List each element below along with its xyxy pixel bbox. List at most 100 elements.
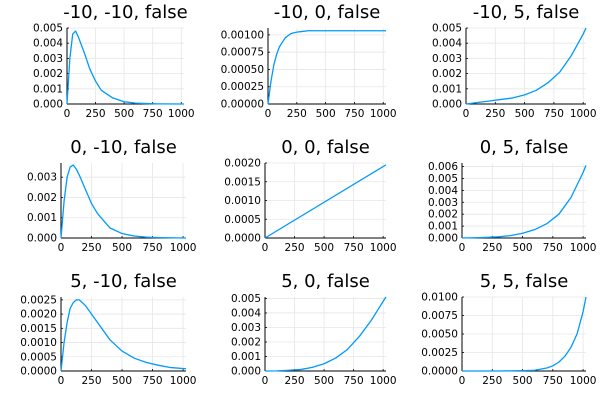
x-tick-label: 500 — [314, 375, 334, 387]
y-tick-label: 0.004 — [432, 38, 462, 50]
subplot-8: 0 250 500 750 1000 0.000 0.001 0.002 0.003 0.004 0… — [231, 271, 397, 387]
x-tick-label: 1000 — [570, 108, 597, 120]
series-line — [267, 30, 386, 105]
subplot-7: 0 250 500 750 1000 0.0000 0.0005 0.0010 0.0015 0.… — [20, 271, 196, 387]
x-tick-label: 0 — [459, 242, 466, 254]
x-tick-label: 0 — [262, 375, 269, 387]
x-tick-label: 750 — [344, 108, 364, 120]
y-tick-label: 0.001 — [27, 212, 57, 224]
x-tick-label: 250 — [86, 108, 106, 120]
x-tick-label: 250 — [287, 108, 307, 120]
y-tick-label: 0.001 — [428, 221, 458, 233]
x-tick-label: 750 — [543, 375, 563, 387]
subplot-title: -10, 0, false — [274, 2, 381, 23]
subplot-title: 5, -10, false — [70, 271, 177, 292]
x-tick-label: 0 — [463, 108, 470, 120]
subplot-6: 0 250 500 750 10000.0000.0010.0020.0030.0040… — [428, 137, 597, 254]
subplot-title: 0, 0, false — [281, 137, 370, 158]
series-line — [66, 30, 185, 105]
y-tick-label: 0.003 — [231, 322, 261, 334]
y-tick-label: 0.0015 — [224, 176, 261, 188]
y-tick-label: 0.0075 — [421, 310, 458, 322]
subplot-title: 0, -10, false — [70, 137, 177, 158]
y-tick-label: 0.003 — [27, 172, 57, 184]
x-tick-label: 500 — [112, 375, 132, 387]
x-tick-label: 0 — [58, 242, 65, 254]
x-tick-label: 250 — [482, 242, 502, 254]
x-tick-label: 250 — [485, 108, 505, 120]
series-line — [264, 164, 387, 239]
y-tick-label: 0.000 — [231, 366, 261, 378]
y-tick-label: 0.003 — [33, 53, 63, 65]
x-tick-label: 250 — [482, 375, 502, 387]
x-tick-label: 1000 — [370, 375, 397, 387]
y-tick-label: 0.002 — [27, 192, 57, 204]
y-tick-label: 0.006 — [428, 161, 458, 173]
x-tick-label: 1000 — [168, 108, 195, 120]
y-tick-label: 0.0010 — [224, 195, 261, 207]
y-tick-label: 0.004 — [33, 38, 63, 50]
x-tick-label: 250 — [81, 375, 101, 387]
subplot-title: 5, 0, false — [281, 271, 370, 292]
y-tick-label: 0.002 — [231, 336, 261, 348]
y-tick-label: 0.002 — [428, 209, 458, 221]
y-tick-label: 0.0020 — [20, 309, 57, 321]
y-tick-label: 0.000 — [33, 99, 63, 111]
y-tick-label: 0.0025 — [421, 347, 458, 359]
y-tick-label: 0.0005 — [224, 214, 261, 226]
y-tick-label: 0.0000 — [20, 366, 57, 378]
x-tick-label: 750 — [344, 242, 364, 254]
x-tick-label: 750 — [143, 108, 163, 120]
y-tick-label: 0.000 — [432, 99, 462, 111]
y-tick-label: 0.0025 — [20, 294, 57, 306]
y-tick-label: 0.0010 — [20, 337, 57, 349]
x-tick-label: 0 — [262, 242, 269, 254]
x-tick-label: 750 — [143, 242, 163, 254]
x-tick-label: 1000 — [170, 242, 197, 254]
subplot-title: -10, 5, false — [473, 2, 580, 23]
series-line — [462, 296, 587, 372]
x-tick-label: 1000 — [370, 108, 397, 120]
subplot-title: 0, 5, false — [480, 137, 569, 158]
y-tick-label: 0.001 — [231, 351, 261, 363]
y-tick-label: 0.00000 — [221, 99, 264, 111]
x-tick-label: 500 — [513, 375, 533, 387]
y-tick-label: 0.0015 — [20, 323, 57, 335]
series-line — [465, 27, 587, 105]
x-tick-label: 500 — [314, 242, 334, 254]
y-tick-label: 0.002 — [432, 68, 462, 80]
x-tick-label: 0 — [58, 375, 65, 387]
x-tick-label: 750 — [543, 242, 563, 254]
y-tick-label: 0.003 — [428, 197, 458, 209]
y-tick-label: 0.005 — [231, 293, 261, 305]
y-tick-label: 0.000 — [27, 233, 57, 245]
y-tick-label: 0.0000 — [421, 366, 458, 378]
x-tick-label: 0 — [265, 108, 272, 120]
y-tick-label: 0.001 — [432, 83, 462, 95]
x-tick-label: 500 — [112, 242, 132, 254]
y-tick-label: 0.001 — [33, 83, 63, 95]
y-tick-label: 0.000 — [428, 233, 458, 245]
x-tick-label: 500 — [513, 242, 533, 254]
y-tick-label: 0.005 — [33, 23, 63, 35]
y-tick-label: 0.0020 — [224, 158, 261, 170]
x-tick-label: 250 — [285, 375, 305, 387]
x-tick-label: 750 — [344, 375, 364, 387]
subplot-5: 0 250 500 750 1000 0.0000 0.0005 0.0010 0.0015 0.… — [224, 137, 396, 254]
x-tick-label: 250 — [285, 242, 305, 254]
y-tick-label: 0.0005 — [20, 351, 57, 363]
x-tick-label: 1000 — [370, 242, 397, 254]
subplot-4: 0 250 500 750 1000 0.000 0.001 0.002 0.003 0, -10… — [27, 137, 197, 254]
x-tick-label: 0 — [459, 375, 466, 387]
subplot-9: 0 250 500 750 1000 0.0000 0.0025 0.0050 0.0075 0.… — [421, 271, 596, 387]
series-line — [60, 164, 187, 239]
x-tick-label: 0 — [64, 108, 71, 120]
subplot-1: 0 250 500 750 1000 0.000 0.001 0.002 0.003 0.004 0… — [33, 2, 195, 120]
subplot-2: 0 250 500 750 1000 0.00000 0.00025 0.00050 0.000… — [221, 2, 397, 120]
y-tick-label: 0.003 — [432, 53, 462, 65]
y-tick-label: 0.0000 — [224, 233, 261, 245]
subplot-3: 0 250 500 750 1000 0.000 0.001 0.002 0.003 0.004 0… — [432, 2, 597, 120]
series-line — [461, 165, 587, 239]
series-line — [60, 299, 187, 372]
